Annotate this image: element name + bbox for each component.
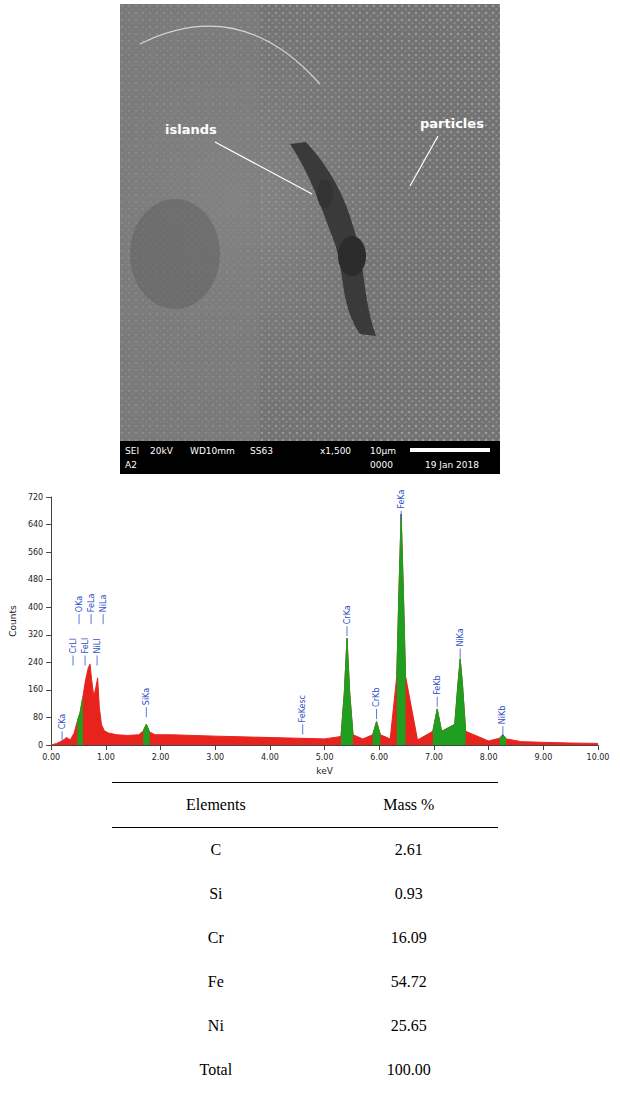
svg-text:9.00: 9.00	[534, 753, 552, 762]
svg-text:320: 320	[28, 630, 43, 639]
svg-text:NiKb: NiKb	[498, 706, 507, 725]
svg-text:0: 0	[38, 741, 43, 750]
svg-text:80: 80	[33, 713, 43, 722]
html-text:0.93: 0.93	[394, 885, 423, 902]
svg-text:FeLl: FeLl	[81, 638, 90, 654]
svg-text:640: 640	[28, 520, 43, 529]
svg-text:SS63: SS63	[250, 446, 273, 456]
svg-text:OKa: OKa	[75, 596, 84, 612]
html-text:Fe: Fe	[207, 973, 224, 990]
svg-text:SiKa: SiKa	[142, 688, 151, 705]
svg-text:240: 240	[28, 658, 43, 667]
svg-text:160: 160	[28, 685, 43, 694]
html-text:Elements: Elements	[186, 796, 246, 813]
svg-text:CrKa: CrKa	[343, 605, 352, 624]
svg-text:1.00: 1.00	[97, 753, 115, 762]
html-text:54.72: 54.72	[390, 973, 427, 990]
html-text:C: C	[210, 841, 222, 858]
svg-text:8.00: 8.00	[480, 753, 498, 762]
html-text:2.61: 2.61	[394, 841, 423, 858]
html-text:Total: Total	[199, 1061, 233, 1078]
svg-text:NiLl: NiLl	[93, 639, 102, 654]
svg-text:NiLa: NiLa	[99, 594, 108, 612]
svg-text:10µm: 10µm	[370, 446, 396, 456]
svg-text:6.00: 6.00	[370, 753, 388, 762]
svg-text:5.00: 5.00	[316, 753, 334, 762]
svg-text:CrKb: CrKb	[372, 688, 381, 707]
svg-text:2.00: 2.00	[152, 753, 170, 762]
svg-text:keV: keV	[316, 766, 333, 776]
svg-text:720: 720	[28, 493, 43, 502]
svg-text:0000: 0000	[370, 460, 393, 470]
svg-text:Counts: Counts	[8, 605, 18, 637]
html-text:Si: Si	[209, 885, 223, 902]
html-text:25.65: 25.65	[390, 1017, 427, 1034]
svg-text:19 Jan 2018: 19 Jan 2018	[425, 460, 479, 470]
svg-text:particles: particles	[420, 116, 484, 131]
svg-text:3.00: 3.00	[206, 753, 224, 762]
svg-text:480: 480	[28, 575, 43, 584]
svg-text:560: 560	[28, 548, 43, 557]
svg-text:SEI: SEI	[125, 446, 139, 456]
html-text:16.09: 16.09	[390, 929, 427, 946]
svg-text:CKa: CKa	[58, 714, 67, 730]
svg-text:0.00: 0.00	[42, 753, 60, 762]
svg-text:FeKa: FeKa	[397, 490, 406, 509]
svg-text:x1,500: x1,500	[320, 446, 351, 456]
html-text:Mass %: Mass %	[383, 796, 435, 813]
svg-text:islands: islands	[165, 122, 217, 137]
svg-text:7.00: 7.00	[425, 753, 443, 762]
svg-text:CrLl: CrLl	[69, 638, 78, 654]
svg-text:A2: A2	[125, 460, 137, 470]
html-text:100.00: 100.00	[386, 1061, 431, 1078]
svg-text:FeKb: FeKb	[433, 675, 442, 694]
svg-text:400: 400	[28, 603, 43, 612]
html-text:Cr: Cr	[207, 929, 224, 946]
svg-text:10.00: 10.00	[587, 753, 610, 762]
svg-text:FeLa: FeLa	[87, 594, 96, 613]
html-text:Ni: Ni	[207, 1017, 224, 1034]
svg-text:WD10mm: WD10mm	[190, 446, 235, 456]
svg-text:FeKesc: FeKesc	[298, 695, 307, 722]
svg-text:NiKa: NiKa	[456, 628, 465, 646]
svg-text:4.00: 4.00	[261, 753, 279, 762]
svg-text:20kV: 20kV	[150, 446, 174, 456]
